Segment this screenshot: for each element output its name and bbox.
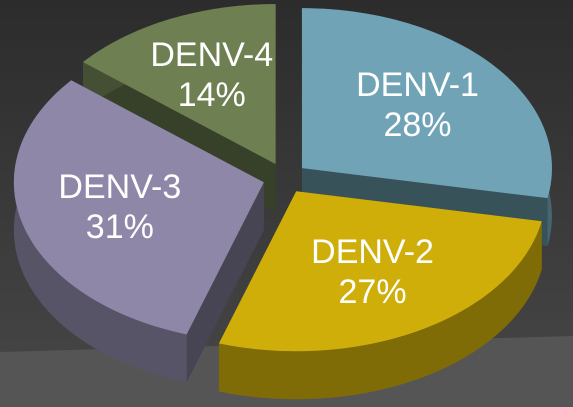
pie [13, 4, 552, 400]
slice-label: DENV-2 [311, 233, 434, 271]
value-label: 14% [178, 76, 246, 114]
slice [13, 80, 264, 335]
value-label: 28% [383, 106, 451, 144]
slice-label: DENV-3 [58, 168, 181, 206]
value-label: 27% [339, 273, 407, 311]
value-label: 31% [86, 208, 154, 246]
slice-label: DENV-4 [150, 36, 273, 74]
slice [218, 191, 542, 352]
slice-label: DENV-1 [356, 66, 479, 104]
slice-wall [13, 80, 187, 383]
slice-side [186, 182, 264, 383]
slice [83, 4, 276, 165]
slice-wall [218, 221, 542, 400]
slice [301, 8, 552, 199]
labels: DENV-128% DENV-227% DENV-331% DENV-414% [58, 36, 479, 311]
